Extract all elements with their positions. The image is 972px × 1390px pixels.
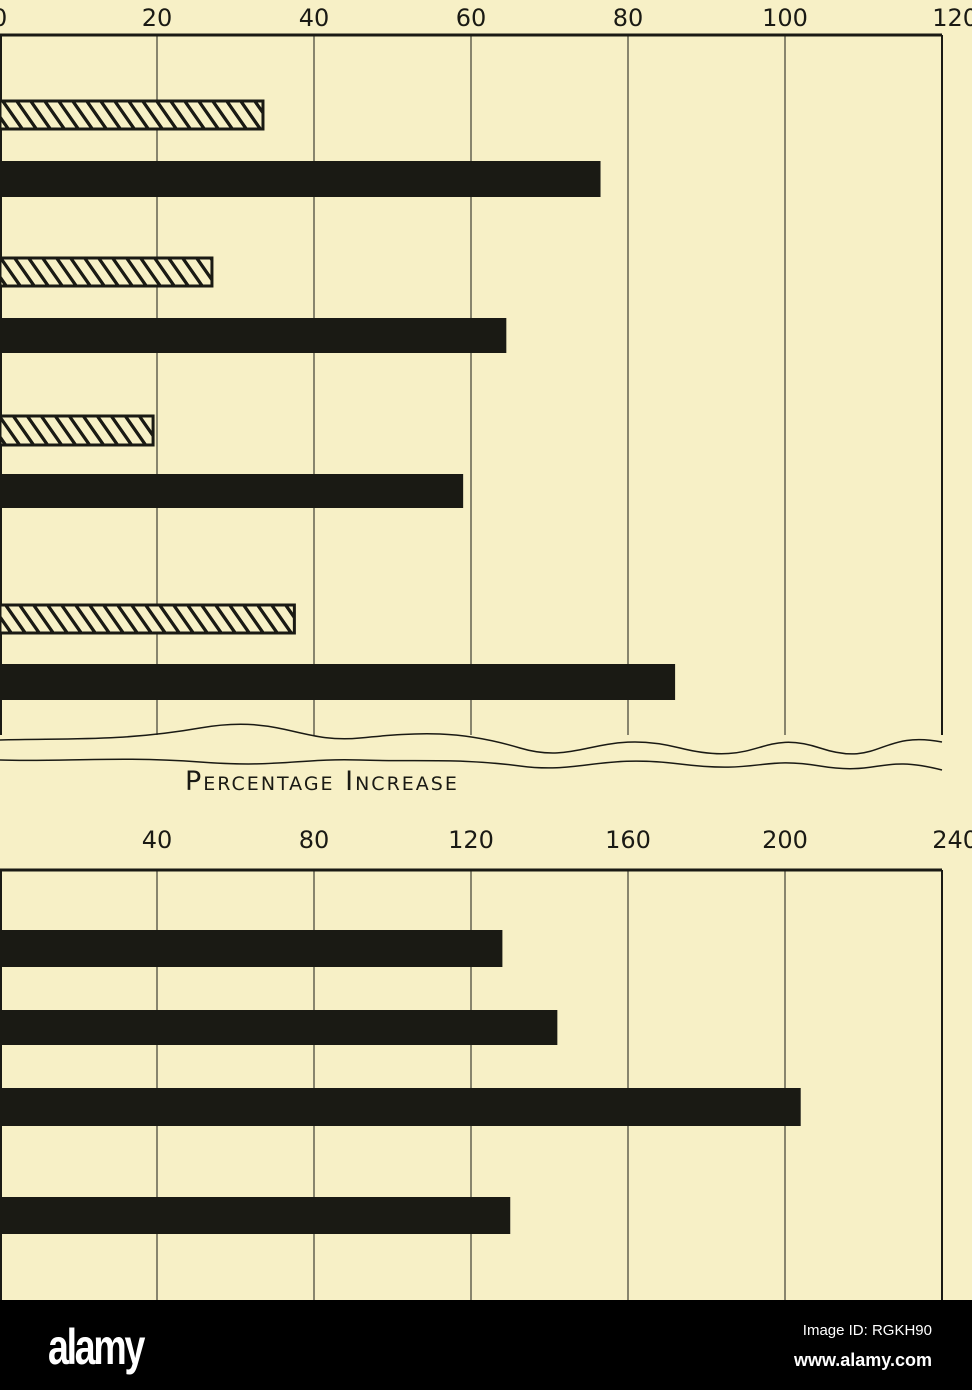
tick-label: 100	[762, 4, 808, 32]
tick-label: 120	[932, 4, 972, 32]
watermark-banner: alamy Image ID: RGKH90 www.alamy.com	[0, 1300, 972, 1390]
solid-bar	[0, 1010, 558, 1045]
hatched-bar	[0, 256, 214, 288]
solid-bar	[0, 1197, 511, 1234]
alamy-logo: alamy	[48, 1319, 145, 1375]
hatched-bar	[0, 603, 296, 635]
tick-label: 240	[932, 826, 972, 854]
axis-break	[0, 723, 943, 771]
tick-label: 0	[0, 4, 7, 32]
tick-label: 40	[299, 4, 330, 32]
solid-bar	[0, 1088, 801, 1126]
tick-label: 160	[605, 826, 651, 854]
hatched-bar	[0, 99, 265, 131]
solid-bar	[0, 664, 676, 700]
bottom-panel: 40 80 120 160 200 240	[0, 826, 972, 1300]
image-id: Image ID: RGKH90	[802, 1322, 932, 1339]
tick-label: 120	[448, 826, 494, 854]
tick-label: 20	[142, 4, 173, 32]
watermark-url: www.alamy.com	[793, 1350, 932, 1370]
bar-chart: 0 20 40 60 80 100 120 40 80 120 160 200 240 Percent…	[0, 4, 972, 1300]
solid-bar	[0, 474, 464, 508]
solid-bar	[0, 318, 507, 353]
solid-bar	[0, 161, 601, 197]
x-axis-label: Percentage Increase	[185, 766, 459, 797]
solid-bar	[0, 930, 503, 967]
tick-label: 200	[762, 826, 808, 854]
tick-label: 80	[613, 4, 644, 32]
tick-label: 40	[142, 826, 173, 854]
hatched-bar	[0, 414, 155, 447]
tick-label: 80	[299, 826, 330, 854]
top-panel: 0 20 40 60 80 100 120	[0, 4, 972, 735]
tick-label: 60	[456, 4, 487, 32]
